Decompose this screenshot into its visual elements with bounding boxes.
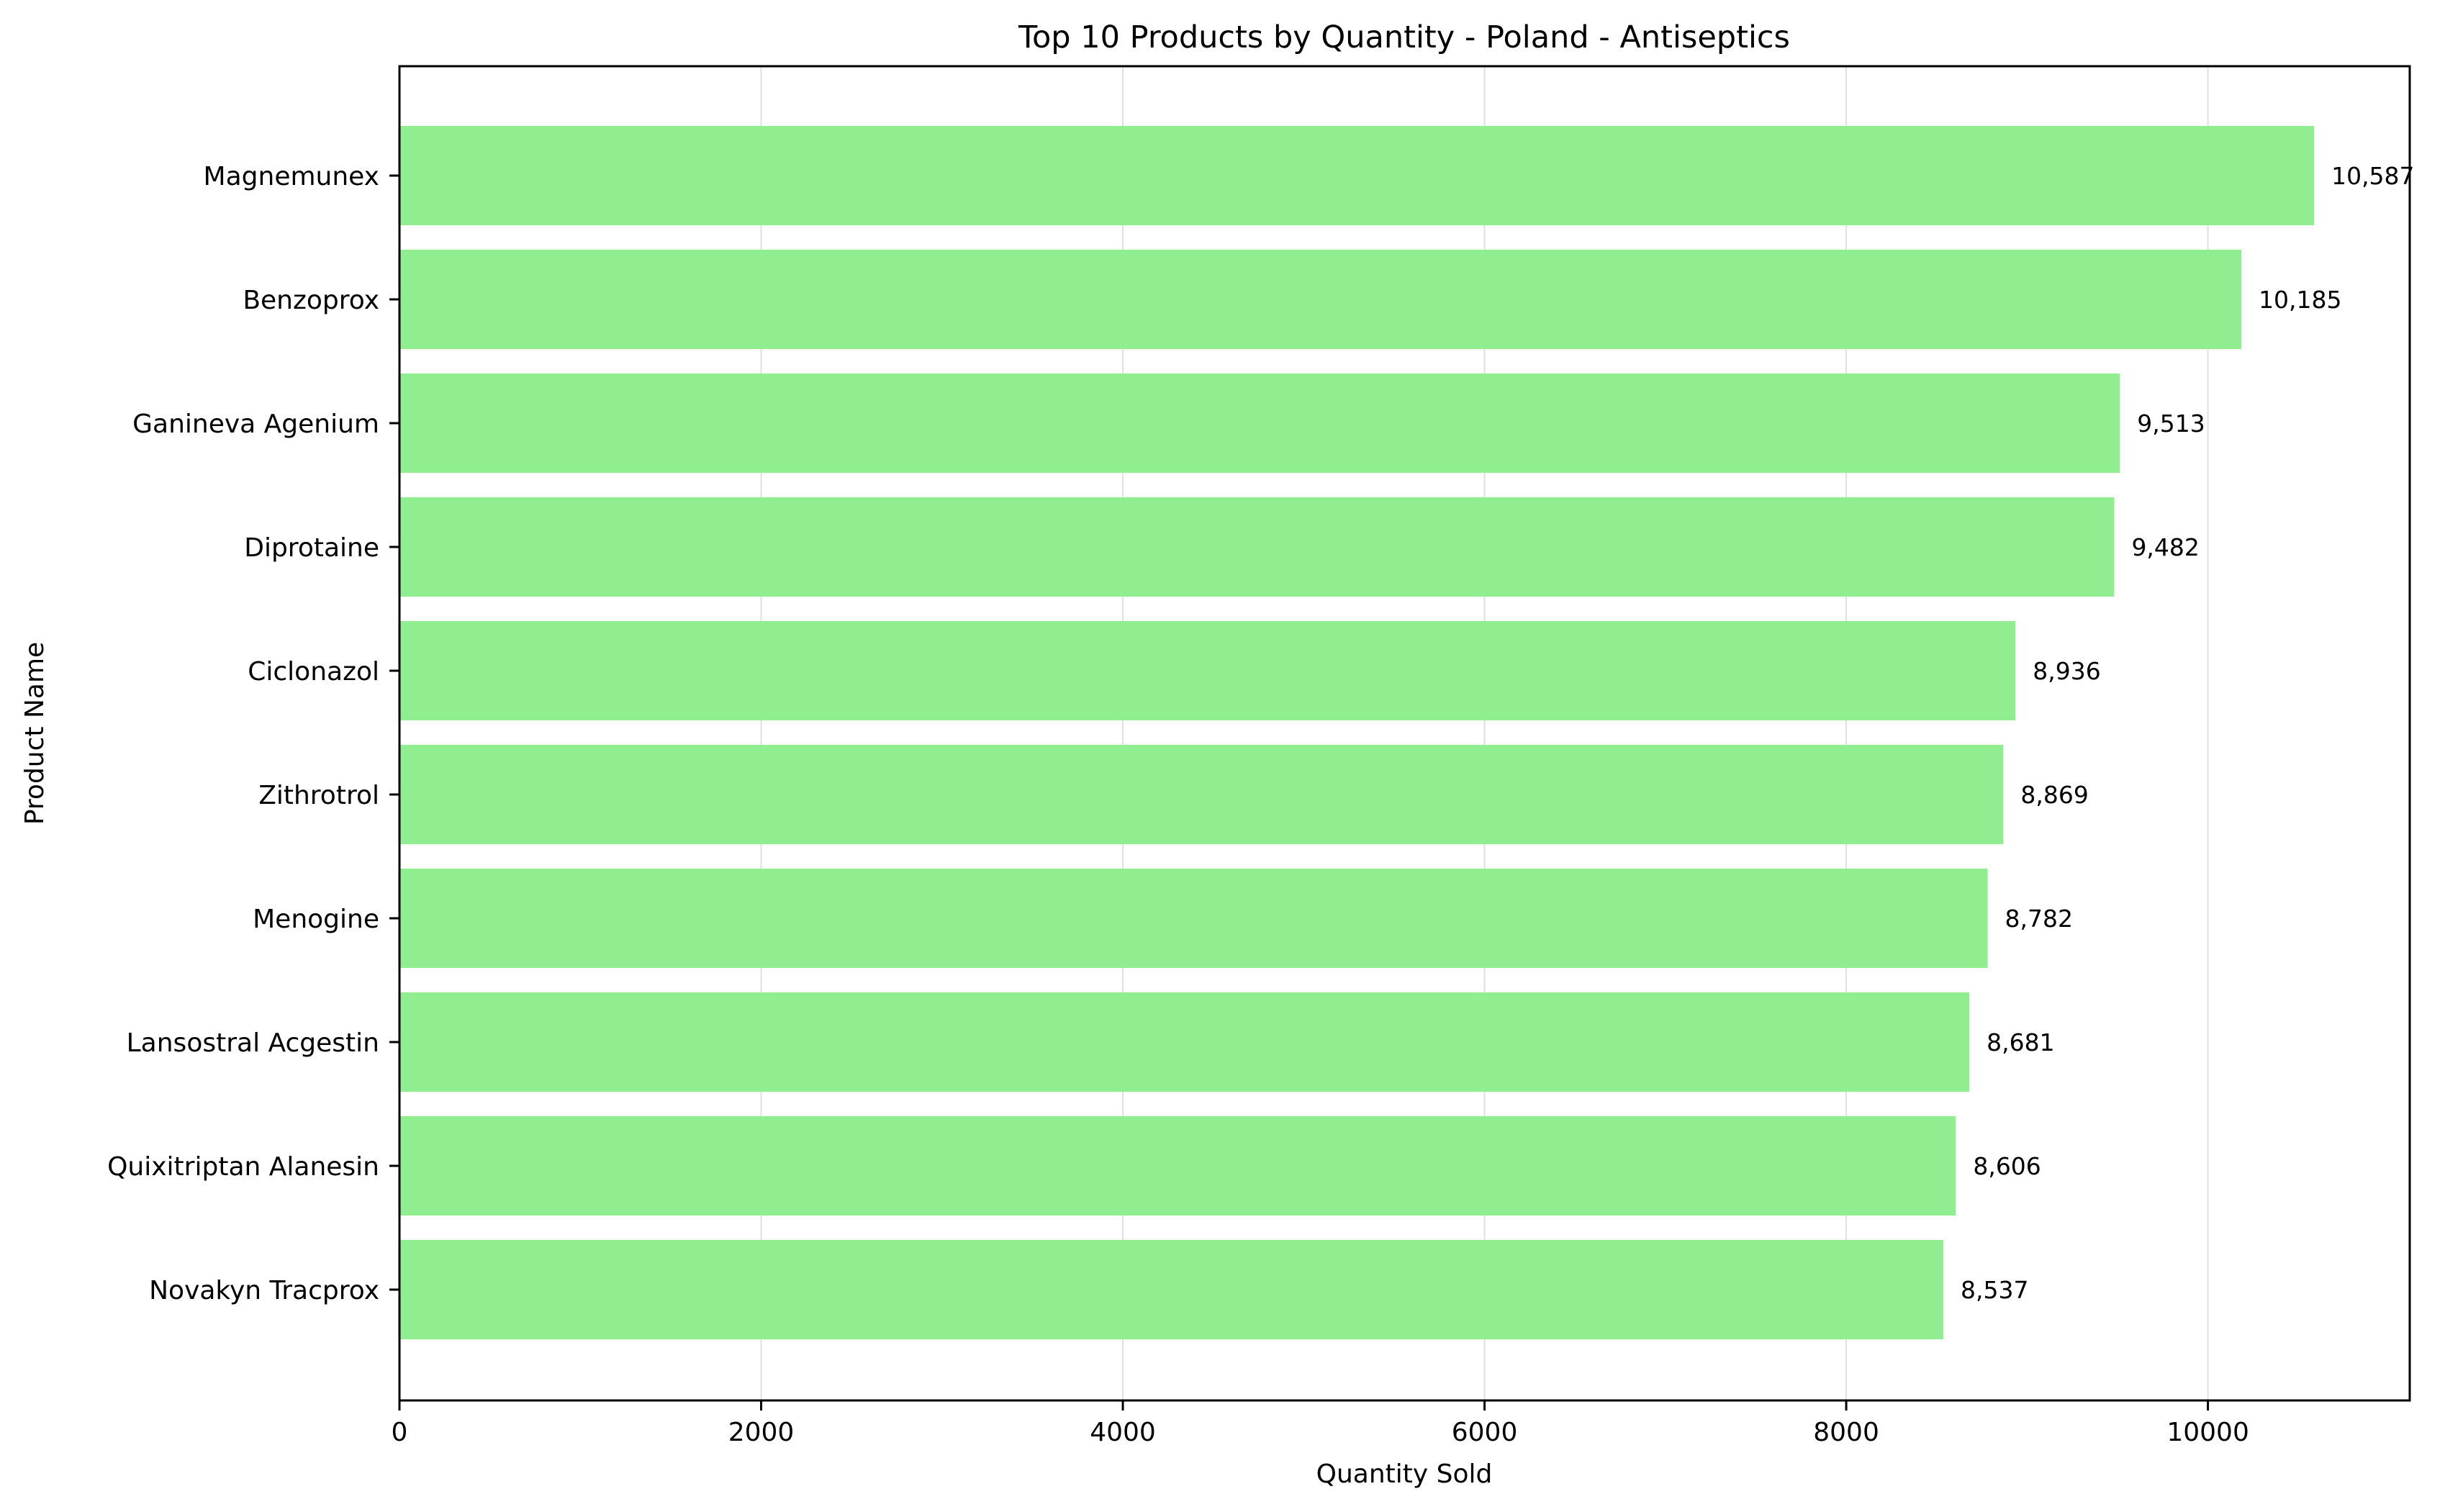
x-tick-label: 4000 xyxy=(1090,1418,1156,1447)
bar xyxy=(399,992,1969,1092)
y-tick-label: Benzoprox xyxy=(243,286,379,315)
y-tick-label: Magnemunex xyxy=(204,162,379,191)
bar xyxy=(399,869,1988,968)
y-tick-label: Menogine xyxy=(253,905,379,934)
x-tick-label: 10000 xyxy=(2166,1418,2249,1447)
x-tick-label: 8000 xyxy=(1813,1418,1879,1447)
y-tick-label: Ganineva Agenium xyxy=(132,409,379,439)
bar xyxy=(399,126,2314,225)
bar xyxy=(399,745,2003,844)
bar-value-label: 9,513 xyxy=(2137,409,2205,438)
bar xyxy=(399,497,2114,597)
bar-value-label: 9,482 xyxy=(2131,533,2199,561)
bar-value-label: 10,185 xyxy=(2259,286,2341,314)
y-tick-label: Lansostral Acgestin xyxy=(127,1028,379,1058)
y-tick-label: Quixitriptan Alanesin xyxy=(107,1152,379,1182)
y-axis-title: Product Name xyxy=(20,642,50,825)
bar xyxy=(399,1240,1943,1339)
bar-value-label: 10,587 xyxy=(2331,162,2414,190)
bar-value-label: 8,936 xyxy=(2033,657,2100,685)
bar-value-label: 8,537 xyxy=(1961,1276,2028,1304)
x-axis-title: Quantity Sold xyxy=(1316,1459,1493,1489)
x-tick-label: 6000 xyxy=(1452,1418,1518,1447)
chart-title: Top 10 Products by Quantity - Poland - A… xyxy=(1018,19,1790,55)
y-tick-label: Novakyn Tracprox xyxy=(149,1276,379,1305)
bar xyxy=(399,1116,1956,1216)
x-tick-label: 0 xyxy=(392,1418,408,1447)
bar-value-label: 8,869 xyxy=(2020,781,2088,809)
bar-value-label: 8,606 xyxy=(1973,1152,2040,1180)
bar-value-label: 8,681 xyxy=(1987,1028,2054,1056)
bar xyxy=(399,250,2241,349)
y-tick-label: Ciclonazol xyxy=(248,657,379,687)
bar xyxy=(399,374,2120,473)
x-tick-label: 2000 xyxy=(728,1418,795,1447)
bar-value-label: 8,782 xyxy=(2005,905,2073,933)
bar xyxy=(399,621,2015,720)
y-tick-label: Diprotaine xyxy=(244,533,379,563)
y-tick-label: Zithrotrol xyxy=(258,781,379,810)
